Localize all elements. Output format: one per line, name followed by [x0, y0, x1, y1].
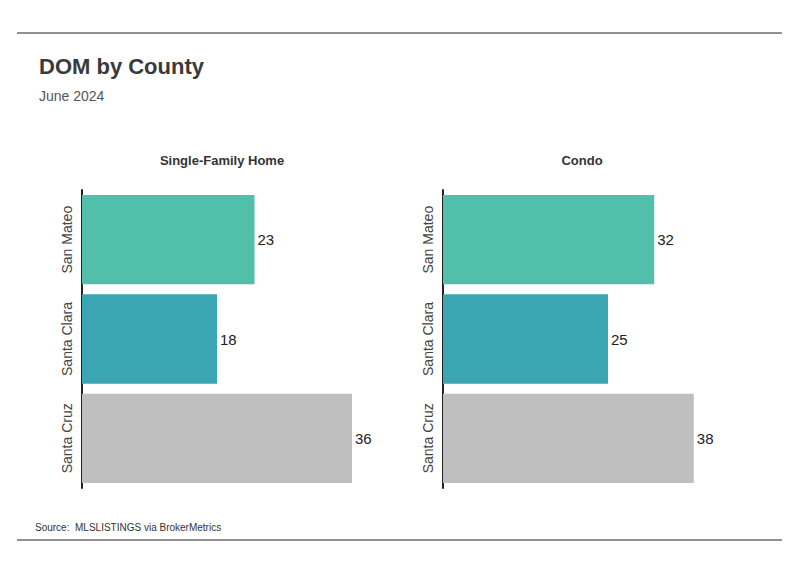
svg-text:DOM by County: DOM by County [39, 54, 205, 79]
svg-text:San Mateo: San Mateo [420, 206, 436, 274]
svg-text:32: 32 [657, 231, 674, 248]
svg-text:Santa Clara: Santa Clara [59, 302, 75, 376]
svg-text:Santa Cruz: Santa Cruz [420, 403, 436, 473]
svg-text:Single-Family Home: Single-Family Home [160, 153, 284, 168]
svg-text:38: 38 [697, 430, 714, 447]
svg-text:Condo: Condo [561, 153, 602, 168]
svg-text:25: 25 [611, 331, 628, 348]
svg-text:Santa Clara: Santa Clara [420, 302, 436, 376]
svg-text:Santa Cruz: Santa Cruz [59, 403, 75, 473]
svg-text:June 2024: June 2024 [39, 88, 105, 104]
svg-text:San Mateo: San Mateo [59, 206, 75, 274]
svg-text:36: 36 [355, 430, 372, 447]
svg-text:18: 18 [220, 331, 237, 348]
svg-text:Source: MLSLISTINGS via Broke: Source: MLSLISTINGS via BrokerMetrics [35, 522, 221, 533]
svg-text:23: 23 [258, 231, 275, 248]
